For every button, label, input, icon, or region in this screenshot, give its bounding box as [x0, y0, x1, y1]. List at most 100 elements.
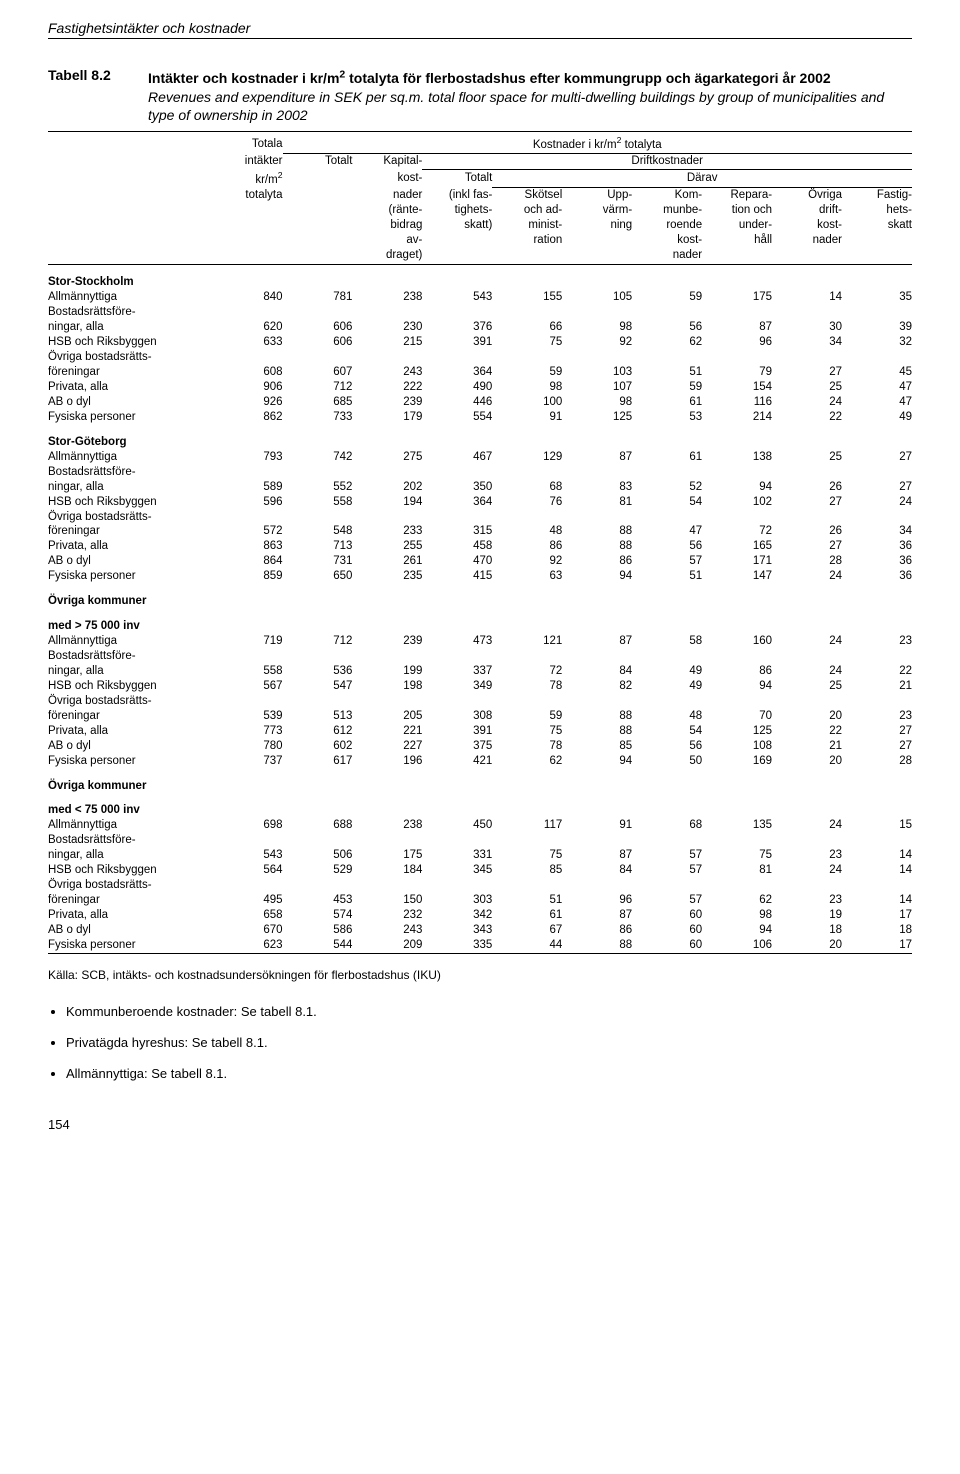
data-cell: 27 [772, 365, 842, 380]
data-cell: 391 [422, 335, 492, 350]
data-cell: 96 [702, 335, 772, 350]
data-cell: 737 [213, 754, 283, 769]
group-label: Stor-Stockholm [48, 265, 213, 290]
row-category: ningar, alla [48, 320, 213, 335]
data-cell: 863 [213, 539, 283, 554]
data-cell: 243 [352, 923, 422, 938]
group-label: Övriga kommuner [48, 584, 213, 609]
data-cell: 56 [632, 539, 702, 554]
group-label: Stor-Göteborg [48, 425, 213, 450]
data-cell: 30 [772, 320, 842, 335]
data-cell: 698 [213, 818, 283, 833]
table-description: Intäkter och kostnader i kr/m2 totalyta … [148, 67, 912, 125]
h-repara: Repara- [702, 187, 772, 202]
data-cell: 155 [492, 290, 562, 305]
data-cell: 129 [492, 450, 562, 465]
data-cell: 75 [492, 335, 562, 350]
data-cell: 375 [422, 739, 492, 754]
row-category: ningar, alla [48, 664, 213, 679]
data-cell: 54 [632, 495, 702, 510]
h-driftkostnader: Driftkostnader [422, 154, 912, 170]
data-cell: 103 [562, 365, 632, 380]
data-cell: 345 [422, 863, 492, 878]
data-cell: 23 [772, 848, 842, 863]
data-cell: 554 [422, 410, 492, 425]
data-cell: 87 [562, 848, 632, 863]
data-cell: 150 [352, 893, 422, 908]
data-cell: 23 [842, 634, 912, 649]
data-cell: 27 [842, 739, 912, 754]
data-cell: 32 [842, 335, 912, 350]
data-cell: 94 [702, 679, 772, 694]
data-cell: 54 [632, 724, 702, 739]
data-cell: 20 [772, 754, 842, 769]
data-cell: 86 [492, 539, 562, 554]
data-cell: 86 [562, 923, 632, 938]
row-category: Bostadsrättsföre- [48, 833, 213, 848]
data-cell: 49 [632, 679, 702, 694]
h-intakter: intäkter [213, 154, 283, 170]
data-cell: 23 [842, 709, 912, 724]
row-category: föreningar [48, 893, 213, 908]
data-cell: 670 [213, 923, 283, 938]
note-item: Kommunberoende kostnader: Se tabell 8.1. [66, 1004, 912, 1019]
data-cell: 658 [213, 908, 283, 923]
data-cell: 48 [632, 709, 702, 724]
row-category: föreningar [48, 524, 213, 539]
data-cell: 107 [562, 380, 632, 395]
data-cell: 364 [422, 495, 492, 510]
data-cell: 68 [492, 480, 562, 495]
row-category: Allmännyttiga [48, 290, 213, 305]
data-cell: 544 [283, 938, 353, 953]
row-category: Övriga bostadsrätts- [48, 350, 213, 365]
data-cell: 92 [562, 335, 632, 350]
data-cell: 85 [562, 739, 632, 754]
data-cell: 59 [492, 709, 562, 724]
data-cell: 473 [422, 634, 492, 649]
data-cell: 238 [352, 290, 422, 305]
data-cell: 62 [632, 335, 702, 350]
data-cell: 606 [283, 335, 353, 350]
page-header: Fastighetsintäkter och kostnader [48, 20, 912, 39]
row-category: Bostadsrättsföre- [48, 465, 213, 480]
data-cell: 81 [562, 495, 632, 510]
data-cell: 72 [492, 664, 562, 679]
data-cell: 602 [283, 739, 353, 754]
data-cell: 261 [352, 554, 422, 569]
data-cell: 84 [562, 863, 632, 878]
group-label: med > 75 000 inv [48, 609, 213, 634]
data-cell: 135 [702, 818, 772, 833]
data-cell: 688 [283, 818, 353, 833]
row-category: Allmännyttiga [48, 634, 213, 649]
data-cell: 24 [842, 495, 912, 510]
data-cell: 859 [213, 569, 283, 584]
data-cell: 450 [422, 818, 492, 833]
row-category: föreningar [48, 709, 213, 724]
data-cell: 21 [842, 679, 912, 694]
data-cell: 78 [492, 739, 562, 754]
data-cell: 59 [632, 290, 702, 305]
data-cell: 36 [842, 569, 912, 584]
data-cell: 171 [702, 554, 772, 569]
data-cell: 92 [492, 554, 562, 569]
data-cell: 36 [842, 539, 912, 554]
data-cell: 548 [283, 524, 353, 539]
data-cell: 18 [842, 923, 912, 938]
data-cell: 68 [632, 818, 702, 833]
data-cell: 49 [842, 410, 912, 425]
data-cell: 337 [422, 664, 492, 679]
data-cell: 24 [772, 664, 842, 679]
data-cell: 88 [562, 938, 632, 953]
row-category: HSB och Riksbyggen [48, 335, 213, 350]
notes-list: Kommunberoende kostnader: Se tabell 8.1.… [48, 1004, 912, 1081]
data-cell: 547 [283, 679, 353, 694]
data-cell: 96 [562, 893, 632, 908]
data-cell: 255 [352, 539, 422, 554]
data-cell: 47 [632, 524, 702, 539]
data-cell: 147 [702, 569, 772, 584]
data-cell: 24 [772, 863, 842, 878]
data-cell: 22 [772, 410, 842, 425]
data-cell: 98 [702, 908, 772, 923]
data-cell: 98 [562, 395, 632, 410]
data-cell: 79 [702, 365, 772, 380]
